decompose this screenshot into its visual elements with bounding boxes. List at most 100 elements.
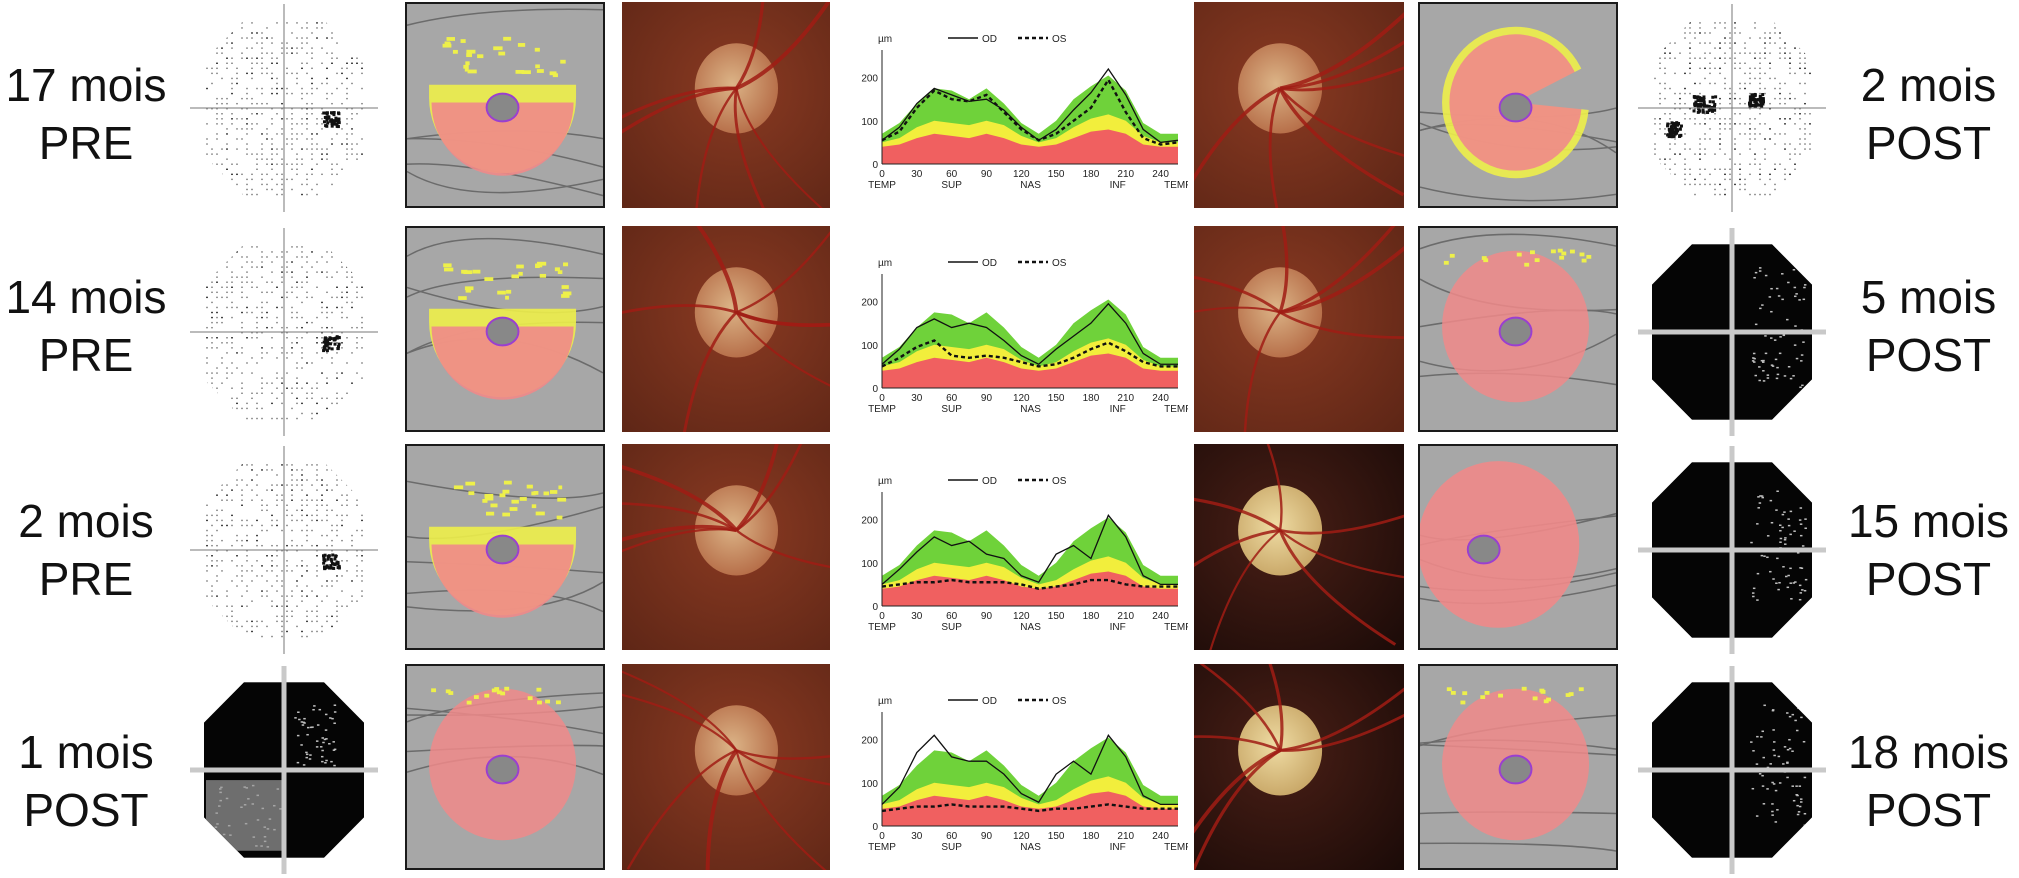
unit-label: µm (878, 696, 892, 707)
row1-left-label: 17 mois PRE (0, 56, 172, 172)
x-tick-label: 60 (946, 831, 958, 842)
fundus-photo (622, 226, 830, 432)
unit-label: µm (878, 34, 892, 45)
abnormal-band (882, 353, 1178, 388)
x-tick-label: 0 (879, 393, 885, 404)
fundus-photo (1194, 2, 1404, 208)
sector-label: TEMP (1164, 404, 1188, 415)
y-tick-label: 100 (861, 559, 878, 570)
sector-label: TEMP (868, 180, 896, 191)
x-tick-label: 90 (981, 611, 993, 622)
deviation-map (407, 4, 603, 206)
row3-left-time: 2 mois (18, 495, 154, 547)
row4-left-visual-field (184, 664, 384, 876)
x-tick-label: 0 (879, 831, 885, 842)
row2-right-time: 5 mois (1860, 271, 1997, 323)
deviation-map (407, 228, 603, 430)
row3-right-visual-field (1632, 444, 1832, 656)
row2-right-label: 5 mois POST (1838, 268, 2019, 384)
row3-right-time: 15 mois (1847, 495, 2010, 547)
x-tick-label: 60 (946, 169, 958, 180)
x-tick-label: 210 (1117, 393, 1134, 404)
row2-left-label: 14 mois PRE (0, 268, 172, 384)
row3-left-deviation-map (405, 444, 605, 650)
x-tick-label: 240 (1152, 831, 1169, 842)
x-tick-label: 0 (879, 611, 885, 622)
row3-left-fundus (622, 444, 830, 650)
fundus-photo (1194, 664, 1404, 870)
x-tick-label: 180 (1083, 393, 1100, 404)
series-od-line (881, 67, 1179, 144)
row1-left-time: 17 mois (5, 59, 167, 111)
x-tick-label: 90 (981, 831, 993, 842)
x-tick-label: 90 (981, 393, 993, 404)
sector-label: TEMP (868, 842, 896, 853)
y-tick-label: 0 (872, 822, 878, 833)
y-tick-label: 200 (861, 736, 878, 747)
row3-right-deviation-map (1418, 444, 1618, 650)
abnormal-band (882, 129, 1178, 164)
sector-label: NAS (1020, 842, 1041, 853)
row4-left-deviation-map (405, 664, 605, 870)
y-tick-label: 0 (872, 602, 878, 613)
row4-right-fundus (1194, 664, 1404, 870)
deviation-map (407, 666, 603, 868)
x-tick-label: 180 (1083, 831, 1100, 842)
x-tick-label: 120 (1013, 169, 1030, 180)
fundus-photo (1194, 226, 1404, 432)
row1-left-deviation-map (405, 2, 605, 208)
x-tick-label: 30 (911, 831, 923, 842)
sector-label: TEMP (1164, 842, 1188, 853)
row2-left-fundus (622, 226, 830, 432)
sector-label: NAS (1020, 404, 1041, 415)
row3-oct-chart: 0 100 200 0 30 60 90 120 150 180 210 240 TEMP SUP NAS I… (848, 458, 1188, 648)
row1-right-label: 2 mois POST (1838, 56, 2019, 172)
x-tick-label: 90 (981, 169, 993, 180)
row4-right-label: 18 mois POST (1838, 723, 2019, 839)
x-tick-label: 150 (1048, 611, 1065, 622)
legend-od: OD (982, 476, 997, 487)
unit-label: µm (878, 476, 892, 487)
row3-right-phase: POST (1865, 553, 1992, 605)
row4-right-deviation-map (1418, 664, 1618, 870)
x-tick-label: 120 (1013, 831, 1030, 842)
x-tick-label: 210 (1117, 169, 1134, 180)
sector-label: TEMP (868, 404, 896, 415)
row4-right-visual-field (1632, 664, 1832, 876)
series-os-line (881, 578, 1178, 590)
x-tick-label: 30 (911, 611, 923, 622)
row2-right-deviation-map (1418, 226, 1618, 432)
sector-label: INF (1110, 622, 1126, 633)
deviation-map (1420, 666, 1616, 868)
row4-left-phase: POST (23, 784, 149, 836)
row3-left-label: 2 mois PRE (0, 492, 172, 608)
row2-right-fundus (1194, 226, 1404, 432)
y-tick-label: 200 (861, 298, 878, 309)
fundus-photo (622, 2, 830, 208)
row4-oct-chart: 0 100 200 0 30 60 90 120 150 180 210 240 TEMP SUP NAS I… (848, 678, 1188, 868)
sector-label: INF (1110, 180, 1126, 191)
x-tick-label: 240 (1152, 611, 1169, 622)
sector-label: SUP (941, 842, 962, 853)
sector-label: TEMP (1164, 622, 1188, 633)
sector-label: INF (1110, 842, 1126, 853)
row1-oct-chart: 0 100 200 0 30 60 90 120 150 180 210 240 TEMP SUP NAS I… (848, 16, 1188, 206)
visual-field-plot (1638, 446, 1826, 654)
sector-label: TEMP (1164, 180, 1188, 191)
legend-od: OD (982, 696, 997, 707)
y-tick-label: 0 (872, 384, 878, 395)
y-tick-label: 200 (861, 74, 878, 85)
deviation-map (1420, 4, 1616, 206)
sector-label: NAS (1020, 622, 1041, 633)
abnormal-band (882, 571, 1178, 606)
row4-right-time: 18 mois (1847, 726, 2010, 778)
series-od-line (881, 302, 1178, 366)
row2-right-visual-field (1632, 226, 1832, 438)
sector-label: TEMP (868, 622, 896, 633)
visual-field-plot (1638, 228, 1826, 436)
x-tick-label: 210 (1117, 831, 1134, 842)
row2-oct-chart: 0 100 200 0 30 60 90 120 150 180 210 240 TEMP SUP NAS I… (848, 240, 1188, 430)
row2-right-phase: POST (1865, 329, 1992, 381)
